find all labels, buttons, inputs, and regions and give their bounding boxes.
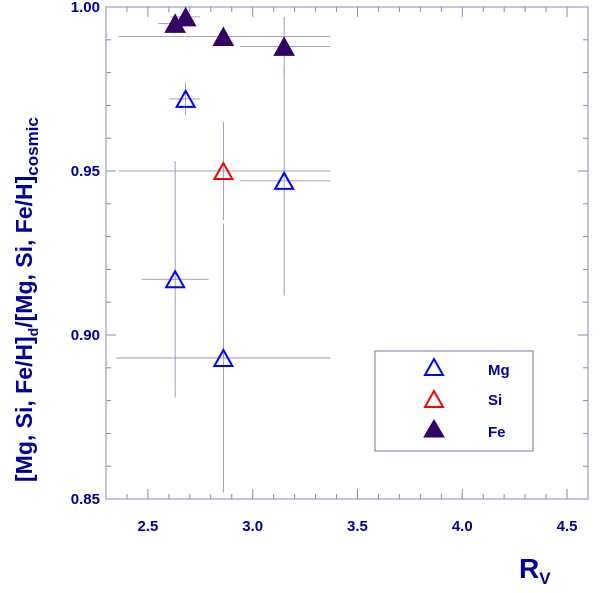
x-axis-title-main: R [519,553,539,584]
data-point-mg [212,347,235,367]
data-point-si [212,160,235,180]
y-tick-label: 1.00 [71,0,100,16]
x-tick-label: 4.0 [452,518,473,535]
plot-frame [105,6,589,500]
y-tick-label: 0.95 [71,163,100,180]
data-point-mg [273,170,295,190]
legend-label-mg: Mg [488,362,510,379]
y-tick-label: 0.90 [71,327,100,344]
x-tick-label: 2.5 [137,518,158,535]
data-point-fe [174,6,197,27]
legend: Mg Si Fe [374,350,534,452]
y-axis-title-part2: /[Mg, Si, Fe/H] [11,176,37,328]
data-point-fe [212,26,235,47]
tick-labels: 2.5 3.0 3.5 4.0 4.5 0.85 0.90 0.95 1.00 [71,0,578,535]
y-axis-title-sub1: d [25,328,41,337]
legend-marker-si [423,388,445,408]
x-axis-title-sub: V [539,569,551,588]
axis-ticks [105,6,589,500]
data-point-fe [273,36,295,56]
legend-label-fe: Fe [488,424,506,441]
error-bars [116,10,331,493]
x-tick-label: 3.5 [347,518,368,535]
y-axis-title-sub2: cosmic [23,117,42,176]
x-tick-label: 3.0 [242,518,263,535]
legend-marker-mg [423,356,445,376]
y-axis-title: [Mg, Si, Fe/H]d/[Mg, Si, Fe/H]cosmic [11,117,42,482]
legend-marker-fe [423,419,445,438]
data-point-mg [174,88,197,108]
y-axis-title-part1: [Mg, Si, Fe/H] [11,336,37,482]
legend-label-si: Si [488,392,502,409]
data-markers [164,6,295,367]
x-tick-label: 4.5 [557,518,578,535]
legend-box [374,350,534,452]
y-tick-label: 0.85 [71,491,100,508]
data-point-mg [164,269,186,289]
x-axis-title: RV [519,553,551,588]
